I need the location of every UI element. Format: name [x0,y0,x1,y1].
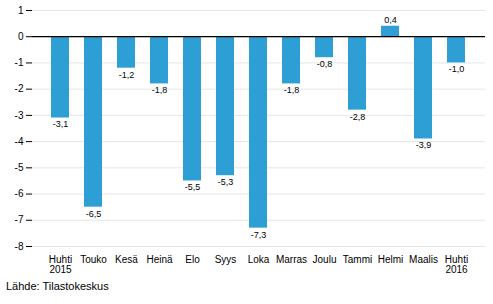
svg-text:Kesä: Kesä [115,254,138,265]
svg-text:-5,5: -5,5 [185,182,201,192]
svg-text:0: 0 [18,31,24,42]
svg-text:-6: -6 [15,188,24,199]
svg-text:0,4: 0,4 [384,15,397,25]
svg-text:-7: -7 [15,214,24,225]
svg-text:-0,8: -0,8 [317,59,333,69]
svg-text:Huhti2015: Huhti2015 [49,254,72,275]
svg-text:-3,9: -3,9 [416,140,432,150]
html-text:Lähde: Tilastokeskus: Lähde: Tilastokeskus [6,280,109,292]
svg-text:-5: -5 [15,162,24,173]
svg-text:Joulu: Joulu [313,254,337,265]
svg-text:1: 1 [18,5,24,16]
svg-text:-1,2: -1,2 [119,70,135,80]
svg-text:Marras: Marras [276,254,307,265]
svg-text:Tammi: Tammi [343,254,372,265]
svg-text:-1,8: -1,8 [284,85,300,95]
svg-text:-8: -8 [15,241,24,252]
svg-text:Elo: Elo [185,254,200,265]
svg-text:-1,0: -1,0 [449,64,465,74]
svg-text:-1: -1 [15,57,24,68]
svg-text:Loka: Loka [248,254,270,265]
svg-text:-6,5: -6,5 [86,209,102,219]
svg-text:-3,1: -3,1 [53,119,69,129]
svg-text:-2,8: -2,8 [350,112,366,122]
svg-text:-3: -3 [15,110,24,121]
svg-text:-5,3: -5,3 [218,177,234,187]
svg-text:-7,3: -7,3 [251,230,267,240]
svg-text:Maalis: Maalis [409,254,438,265]
svg-text:Huhti2016: Huhti2016 [445,254,468,275]
svg-text:-4: -4 [15,136,24,147]
svg-text:Syys: Syys [215,254,237,265]
svg-text:-2: -2 [15,83,24,94]
svg-text:Touko: Touko [80,254,107,265]
svg-text:-1,8: -1,8 [152,85,168,95]
svg-text:Helmi: Helmi [378,254,404,265]
svg-text:Heinä: Heinä [146,254,173,265]
